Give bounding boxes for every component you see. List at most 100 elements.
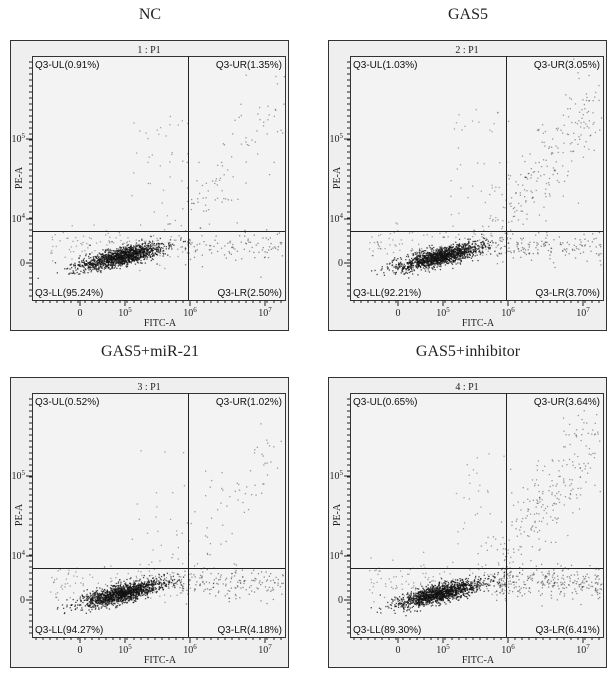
event-dot: [98, 607, 100, 609]
event-dot: [256, 130, 258, 132]
event-dot: [140, 588, 142, 590]
event-dot: [134, 250, 136, 252]
event-dot: [148, 590, 150, 593]
event-dot: [509, 250, 511, 252]
event-dot: [168, 246, 170, 248]
event-dot: [425, 254, 427, 256]
event-dot: [562, 132, 564, 134]
event-dot: [119, 246, 122, 248]
event-dot: [126, 251, 128, 253]
facs-panel-gas5-mir21: GAS5+miR-21 3 : P1 Q3-UL(0.52%) Q3-UR(1.02…: [10, 343, 290, 668]
event-dot: [167, 254, 169, 256]
event-dot: [137, 593, 139, 595]
event-dot: [412, 273, 414, 275]
event-dot: [410, 265, 412, 267]
event-dot: [142, 246, 144, 248]
event-dot: [111, 252, 114, 254]
event-dot: [407, 255, 410, 257]
event-dot: [59, 240, 61, 242]
event-dot: [418, 251, 420, 253]
event-dot: [126, 598, 128, 600]
event-dot: [437, 251, 439, 253]
event-dot: [136, 249, 138, 252]
event-dot: [582, 114, 584, 116]
event-dot: [140, 581, 143, 583]
event-dot: [81, 261, 83, 263]
event-dot: [180, 239, 182, 241]
event-dot: [258, 251, 260, 253]
event-dot: [92, 256, 94, 258]
event-dot: [396, 267, 398, 269]
event-dot: [79, 273, 81, 275]
event-dot: [428, 252, 430, 255]
event-dot: [445, 254, 447, 256]
event-dot: [171, 153, 173, 156]
event-dot: [460, 253, 462, 255]
event-dot: [149, 182, 151, 185]
event-dot: [559, 243, 561, 245]
event-dot: [107, 257, 110, 260]
event-dot: [102, 594, 104, 596]
event-dot: [95, 595, 97, 598]
event-dot: [90, 262, 92, 264]
event-dot: [92, 263, 95, 265]
event-dot: [516, 209, 518, 212]
event-dot: [127, 595, 129, 597]
event-dot: [428, 267, 430, 269]
event-dot: [124, 262, 126, 264]
event-dot: [116, 262, 118, 264]
event-dot: [100, 597, 102, 600]
event-dot: [576, 123, 579, 125]
event-dot: [125, 255, 127, 257]
event-dot: [149, 241, 151, 243]
event-dot: [137, 258, 139, 260]
event-dot: [120, 260, 122, 262]
event-dot: [459, 164, 462, 166]
event-dot: [143, 248, 145, 250]
event-dot: [248, 241, 250, 243]
event-dot: [580, 126, 582, 128]
event-dot: [99, 266, 101, 268]
event-dot: [51, 239, 54, 241]
event-dot: [108, 242, 111, 244]
event-dot: [232, 176, 234, 178]
event-dot: [118, 250, 120, 253]
event-dot: [488, 225, 490, 228]
event-dot: [93, 257, 95, 259]
event-dot: [107, 258, 109, 260]
event-dot: [416, 255, 418, 257]
event-dot: [140, 593, 143, 595]
event-dot: [267, 239, 269, 241]
event-dot: [463, 243, 465, 245]
event-dot: [120, 583, 122, 585]
event-dot: [411, 265, 413, 267]
event-dot: [146, 588, 148, 590]
event-dot: [436, 252, 439, 255]
event-dot: [129, 578, 131, 580]
event-dot: [376, 273, 378, 276]
event-dot: [458, 238, 461, 240]
event-dot: [412, 249, 414, 251]
event-dot: [116, 257, 118, 259]
event-dot: [118, 587, 120, 589]
event-dot: [402, 267, 404, 269]
event-dot: [124, 601, 126, 604]
event-dot: [521, 239, 523, 241]
event-dot: [81, 265, 84, 267]
event-dot: [587, 240, 589, 242]
event-dot: [462, 257, 464, 259]
event-dot: [138, 591, 141, 593]
event-dot: [102, 263, 104, 265]
event-dot: [243, 248, 245, 250]
event-dot: [185, 248, 187, 250]
event-dot: [400, 265, 403, 267]
event-dot: [140, 224, 142, 226]
event-dot: [120, 259, 123, 261]
event-dot: [221, 161, 223, 164]
event-dot: [452, 225, 454, 227]
event-dot: [436, 263, 438, 266]
event-dot: [94, 250, 96, 252]
event-dot: [139, 251, 141, 253]
event-dot: [412, 267, 414, 269]
event-dot: [428, 271, 431, 273]
